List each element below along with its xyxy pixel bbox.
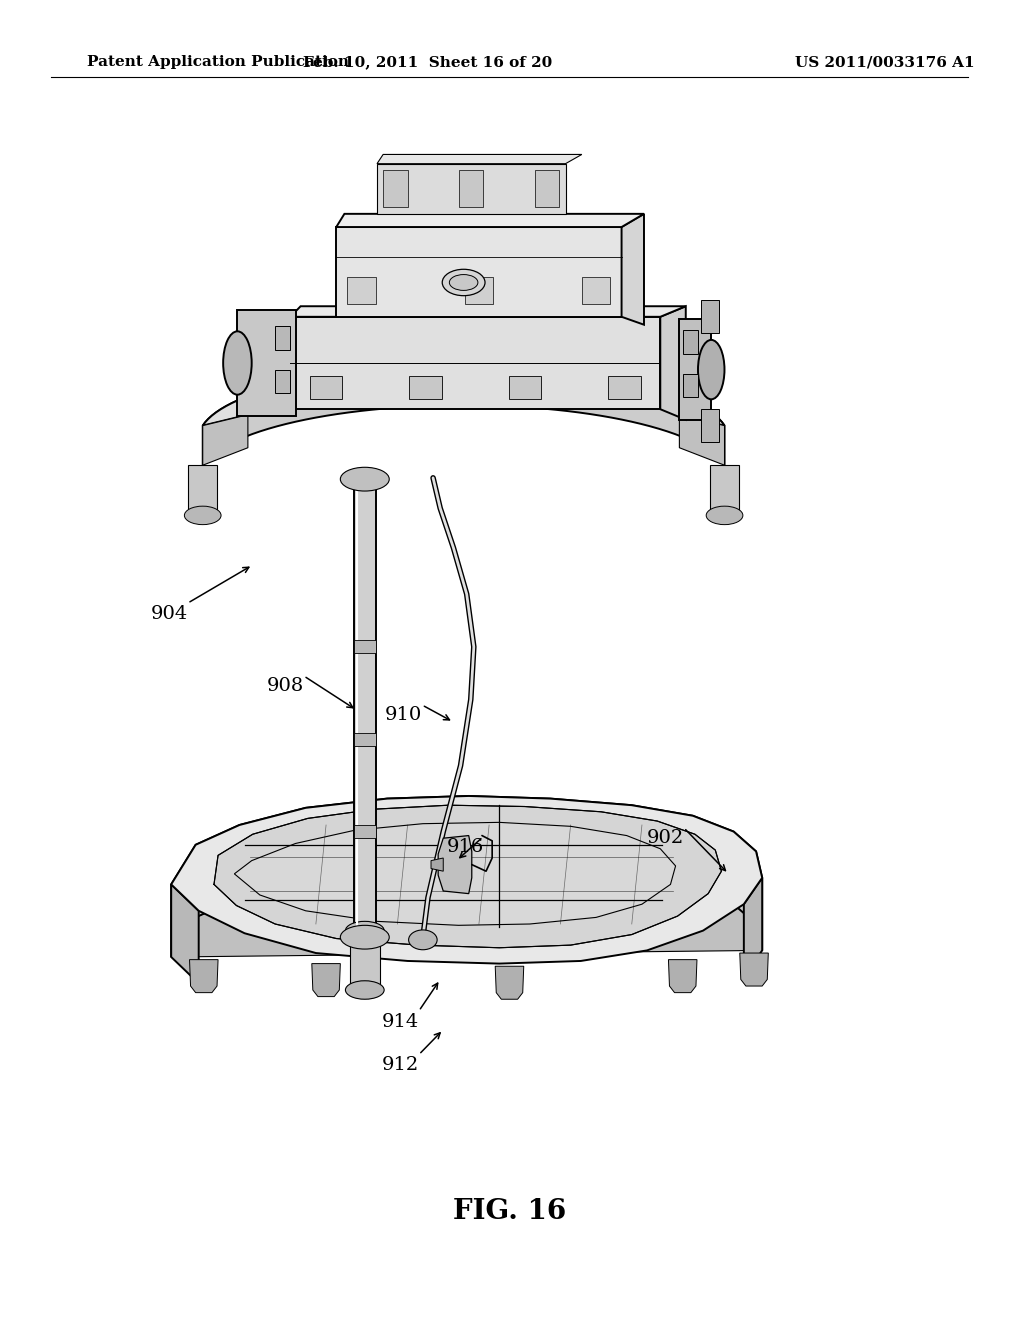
Ellipse shape <box>184 506 221 524</box>
Polygon shape <box>189 960 218 993</box>
Polygon shape <box>711 465 738 515</box>
Polygon shape <box>377 154 582 164</box>
Polygon shape <box>743 878 762 977</box>
Polygon shape <box>465 277 494 304</box>
Polygon shape <box>203 414 248 465</box>
Polygon shape <box>683 330 698 354</box>
Polygon shape <box>275 326 291 350</box>
Polygon shape <box>353 640 376 653</box>
Polygon shape <box>188 465 217 515</box>
Polygon shape <box>353 825 376 838</box>
Polygon shape <box>739 953 768 986</box>
Polygon shape <box>509 376 542 399</box>
Polygon shape <box>171 796 762 964</box>
Polygon shape <box>203 366 725 425</box>
Ellipse shape <box>340 925 389 949</box>
Polygon shape <box>679 319 712 420</box>
Text: 902: 902 <box>647 829 684 847</box>
Ellipse shape <box>442 269 485 296</box>
Polygon shape <box>701 409 720 442</box>
Text: 916: 916 <box>446 838 483 857</box>
Polygon shape <box>431 858 443 871</box>
Polygon shape <box>353 475 376 944</box>
Polygon shape <box>459 170 483 207</box>
Polygon shape <box>383 170 408 207</box>
Polygon shape <box>214 805 722 948</box>
Polygon shape <box>622 214 644 325</box>
Polygon shape <box>496 966 523 999</box>
Polygon shape <box>683 374 698 397</box>
Polygon shape <box>336 214 644 227</box>
Polygon shape <box>377 164 565 214</box>
Ellipse shape <box>707 506 742 524</box>
Polygon shape <box>349 931 380 990</box>
Polygon shape <box>679 414 725 465</box>
Polygon shape <box>535 170 559 207</box>
Ellipse shape <box>698 339 725 400</box>
Text: Patent Application Publication: Patent Application Publication <box>87 55 348 70</box>
Text: FIG. 16: FIG. 16 <box>453 1199 566 1225</box>
Polygon shape <box>582 277 610 304</box>
Ellipse shape <box>340 467 389 491</box>
Text: 910: 910 <box>385 706 423 725</box>
Polygon shape <box>171 796 762 957</box>
Polygon shape <box>310 376 342 399</box>
Text: 912: 912 <box>382 1056 420 1074</box>
Polygon shape <box>701 300 720 333</box>
Polygon shape <box>660 306 686 420</box>
Text: US 2011/0033176 A1: US 2011/0033176 A1 <box>795 55 975 70</box>
Polygon shape <box>234 822 676 925</box>
Polygon shape <box>203 366 725 465</box>
Polygon shape <box>347 277 376 304</box>
Ellipse shape <box>345 981 384 999</box>
Text: Feb. 10, 2011  Sheet 16 of 20: Feb. 10, 2011 Sheet 16 of 20 <box>303 55 553 70</box>
Polygon shape <box>669 960 697 993</box>
Polygon shape <box>275 370 291 393</box>
Ellipse shape <box>223 331 252 395</box>
Text: 914: 914 <box>382 1012 420 1031</box>
Polygon shape <box>438 836 472 894</box>
Polygon shape <box>608 376 641 399</box>
Polygon shape <box>171 869 762 957</box>
Polygon shape <box>291 317 660 409</box>
Ellipse shape <box>345 921 384 940</box>
Ellipse shape <box>450 275 478 290</box>
Polygon shape <box>171 884 199 983</box>
Polygon shape <box>410 376 442 399</box>
Polygon shape <box>291 306 686 317</box>
Polygon shape <box>353 733 376 746</box>
Polygon shape <box>311 964 340 997</box>
Text: 908: 908 <box>267 677 304 696</box>
Polygon shape <box>336 227 622 317</box>
Polygon shape <box>238 310 296 416</box>
Ellipse shape <box>409 929 437 950</box>
Text: 904: 904 <box>151 605 188 623</box>
